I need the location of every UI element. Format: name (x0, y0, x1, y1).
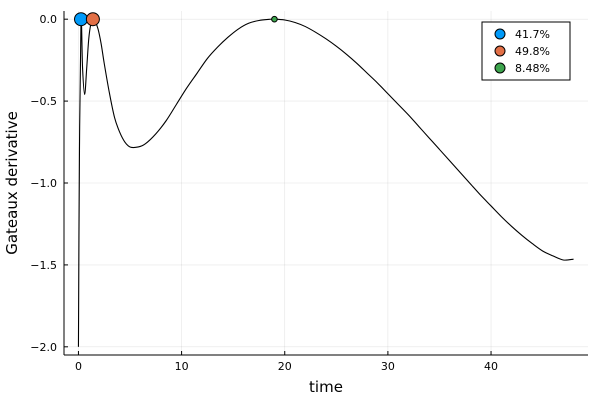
legend: 41.7% 49.8% 8.48% (481, 21, 571, 81)
legend-marker (494, 28, 506, 40)
y-axis-label: Gateaux derivative (3, 111, 21, 255)
legend-marker (494, 45, 506, 57)
y-tick-label: −0.5 (30, 95, 57, 108)
x-tick-label: 20 (278, 360, 292, 373)
x-tick-label: 30 (381, 360, 395, 373)
x-tick-label: 0 (75, 360, 82, 373)
data-point (74, 12, 89, 27)
y-tick-label: −2.0 (30, 341, 57, 354)
legend-label: 8.48% (515, 62, 550, 75)
x-axis-label: time (309, 378, 343, 396)
x-tick-label: 10 (175, 360, 189, 373)
y-tick-label: −1.0 (30, 177, 57, 190)
x-tick-label: 40 (484, 360, 498, 373)
data-point (85, 12, 100, 27)
y-tick-label: 0.0 (40, 13, 58, 26)
legend-label: 49.8% (515, 45, 550, 58)
plot-area (74, 12, 574, 347)
data-point (271, 15, 278, 23)
legend-label: 41.7% (515, 28, 550, 41)
grid (64, 11, 588, 355)
ticks: 0 10 20 30 40 0.0 −0.5 −1.0 −1.5 −2.0 (30, 13, 498, 373)
legend-marker (494, 62, 506, 74)
y-tick-label: −1.5 (30, 259, 57, 272)
